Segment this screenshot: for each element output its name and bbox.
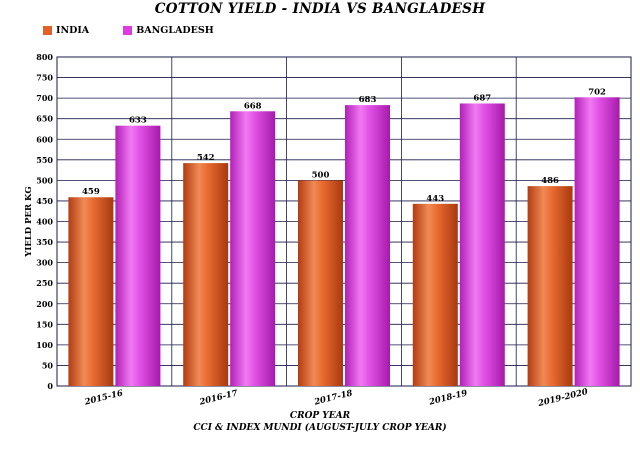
y-tick-label: 50 [42, 360, 54, 370]
x-axis-label: CROP YEAR [289, 411, 351, 421]
y-tick-label: 250 [36, 278, 53, 288]
y-tick-label: 350 [36, 237, 53, 247]
bar-bangladesh [459, 103, 505, 386]
y-tick-label: 600 [36, 134, 53, 144]
legend-swatch-india [43, 26, 52, 35]
legend-item-india: INDIA [43, 25, 89, 36]
legend-label-bangladesh: BANGLADESH [136, 25, 214, 36]
y-tick-label: 800 [36, 52, 53, 62]
x-tick-label: 2015-16 [83, 388, 124, 407]
y-tick-label: 150 [36, 319, 53, 329]
bar-india [412, 203, 458, 386]
data-label-bangladesh: 668 [244, 101, 262, 111]
bar-bangladesh [230, 111, 276, 386]
bar-bangladesh [345, 105, 390, 387]
y-axis-label: YIELD PER KG [24, 186, 34, 257]
y-tick-label: 750 [36, 73, 53, 83]
data-label-india: 542 [197, 153, 215, 163]
data-label-india: 500 [312, 170, 330, 180]
bar-india [527, 186, 573, 386]
bar-bangladesh [574, 97, 620, 387]
x-tick-label: 2018-19 [427, 388, 468, 407]
bar-india [183, 163, 229, 386]
legend-item-bangladesh: BANGLADESH [123, 25, 214, 36]
plot-frame [56, 56, 632, 387]
legend: INDIA BANGLADESH [43, 25, 248, 36]
y-tick-label: 0 [47, 381, 53, 391]
data-label-bangladesh: 683 [359, 95, 377, 105]
data-label-bangladesh: 687 [473, 93, 491, 103]
data-label-india: 459 [82, 187, 100, 197]
x-tick-label: 2019-2020 [536, 387, 589, 409]
bar-india [298, 180, 343, 386]
y-tick-label: 650 [36, 114, 53, 124]
data-label-india: 486 [541, 176, 559, 186]
y-tick-label: 700 [36, 93, 53, 103]
x-tick-label: 2017-18 [312, 388, 353, 407]
y-tick-label: 550 [36, 155, 53, 165]
legend-swatch-bangladesh [123, 26, 133, 35]
bar-india [68, 197, 114, 386]
chart-title: COTTON YIELD - INDIA VS BANGLADESH [154, 1, 486, 17]
y-tick-label: 400 [36, 217, 53, 227]
y-tick-label: 300 [36, 258, 53, 268]
source-note: CCI & INDEX MUNDI (AUGUST-JULY CROP YEAR… [193, 423, 447, 433]
x-tick-label: 2016-17 [198, 388, 239, 407]
y-tick-label: 450 [36, 196, 53, 206]
y-tick-label: 100 [36, 340, 53, 350]
bar-bangladesh [115, 125, 161, 387]
legend-label-india: INDIA [56, 25, 90, 36]
y-tick-label: 500 [36, 175, 53, 185]
data-label-india: 443 [426, 194, 444, 204]
data-label-bangladesh: 633 [129, 116, 147, 126]
data-label-bangladesh: 702 [588, 87, 606, 97]
y-tick-label: 200 [36, 299, 53, 309]
